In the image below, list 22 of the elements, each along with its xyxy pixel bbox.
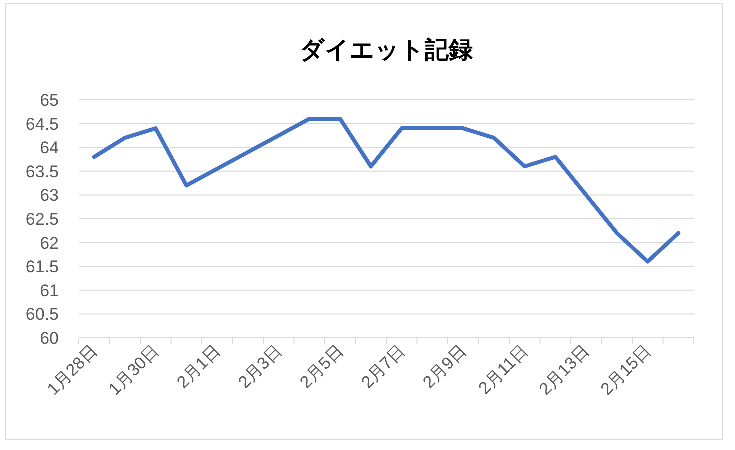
- y-tick-label: 61: [40, 281, 59, 300]
- x-tick-label: 2月9日: [419, 341, 470, 392]
- y-tick-label: 61.5: [26, 258, 59, 277]
- x-tick-label: 2月15日: [597, 341, 655, 399]
- y-tick-label: 63: [40, 186, 59, 206]
- y-tick-label: 63.5: [26, 162, 59, 182]
- line-series: [92, 117, 681, 264]
- y-tick-label: 64.5: [26, 114, 59, 134]
- x-tick-label: 1月30日: [105, 341, 163, 399]
- y-tick-label: 60.5: [26, 305, 59, 324]
- x-tick-label: 2月5日: [296, 341, 348, 392]
- y-tick-label: 60: [40, 328, 59, 348]
- y-tick-label: 62: [40, 234, 59, 253]
- chart-title: ダイエット記録: [300, 37, 473, 64]
- x-tick-label: 2月11日: [475, 341, 532, 398]
- y-tick-label: 64: [40, 138, 59, 158]
- y-tick-label: 62.5: [26, 210, 59, 229]
- x-tick-label: 2月1日: [173, 341, 224, 392]
- y-tick-label: 65: [40, 90, 59, 110]
- x-tick-label: 2月7日: [358, 341, 409, 392]
- x-tick-label: 2月13日: [536, 341, 594, 399]
- x-tick-label: 2月3日: [234, 341, 286, 392]
